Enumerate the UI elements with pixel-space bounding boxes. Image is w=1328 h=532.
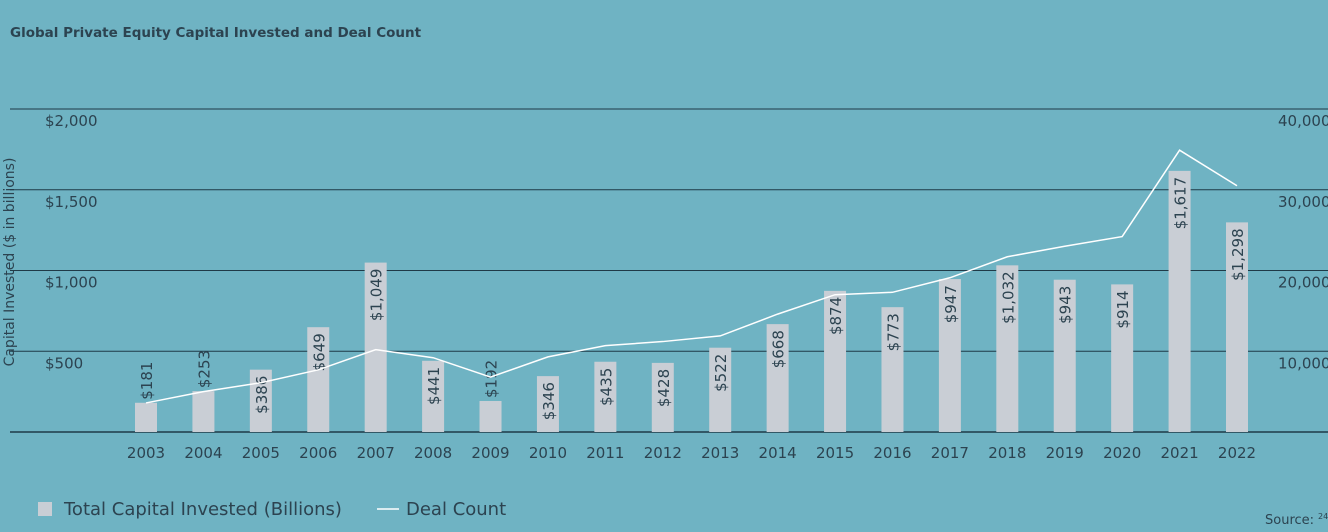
value-label: $649: [310, 333, 328, 371]
source: Source: 24: [1265, 512, 1328, 528]
x-tick-label: 2012: [644, 444, 682, 462]
x-tick-label: 2021: [1160, 444, 1198, 462]
bar: [594, 361, 617, 432]
x-tick-label: 2014: [759, 444, 797, 462]
value-label: $1,032: [999, 271, 1017, 324]
x-tick-label: 2006: [299, 444, 337, 462]
source-text: Source:: [1265, 513, 1314, 528]
value-label: $428: [655, 369, 673, 407]
bar: [938, 279, 961, 432]
legend-label: Total Capital Invested (Billions): [63, 499, 342, 520]
value-label: $522: [712, 354, 730, 392]
bar: [307, 327, 330, 432]
y-axis-label: Capital Invested ($ in billions): [2, 158, 18, 367]
value-label: $1,617: [1172, 177, 1190, 230]
value-label: $386: [253, 376, 271, 414]
value-label: $773: [884, 313, 902, 351]
value-label: $947: [942, 285, 960, 323]
x-tick-label: 2019: [1046, 444, 1084, 462]
y2-tick-label: 20,000: [1278, 274, 1328, 292]
x-tick-label: 2015: [816, 444, 854, 462]
x-tick-label: 2020: [1103, 444, 1141, 462]
bar: [135, 402, 157, 432]
bar: [192, 391, 215, 432]
x-tick-label: 2007: [357, 444, 395, 462]
bar: [709, 347, 732, 432]
y-tick-label: $500: [45, 354, 83, 372]
bar: [996, 265, 1019, 432]
x-tick-label: 2016: [873, 444, 911, 462]
x-tick-label: 2005: [242, 444, 280, 462]
bar: [881, 307, 904, 432]
x-tick-label: 2011: [586, 444, 624, 462]
legend-swatch: [38, 502, 52, 516]
bar: [1053, 279, 1076, 432]
y-tick-label: $2,000: [45, 112, 98, 130]
bar: [422, 360, 445, 432]
x-tick-label: 2018: [988, 444, 1026, 462]
bar: [479, 400, 502, 432]
bar: [364, 262, 387, 432]
y2-tick-label: 30,000: [1278, 193, 1328, 211]
bar: [824, 290, 847, 432]
bar: [249, 369, 272, 432]
x-tick-label: 2003: [127, 444, 165, 462]
y2-tick-label: 40,000: [1278, 112, 1328, 130]
value-label: $192: [483, 360, 501, 398]
value-label: $668: [770, 330, 788, 368]
value-label: $914: [1114, 290, 1132, 328]
chart-title: Global Private Equity Capital Invested a…: [10, 25, 422, 41]
bar: [1168, 170, 1191, 433]
x-tick-label: 2008: [414, 444, 452, 462]
bar: [766, 324, 789, 432]
value-label: $441: [425, 367, 443, 405]
bar: [651, 362, 674, 432]
value-label: $346: [540, 382, 558, 420]
y-tick-label: $1,000: [45, 274, 98, 292]
x-tick-label: 2013: [701, 444, 739, 462]
value-label: $435: [597, 368, 615, 406]
value-label: $253: [195, 350, 213, 388]
x-tick-label: 2009: [471, 444, 509, 462]
y-tick-label: $1,500: [45, 193, 98, 211]
y2-tick-label: 10,000: [1278, 354, 1328, 372]
x-tick-label: 2022: [1218, 444, 1256, 462]
x-tick-label: 2010: [529, 444, 567, 462]
legend-label: Deal Count: [406, 499, 506, 520]
bar: [536, 376, 559, 432]
value-label: $181: [138, 362, 156, 400]
bar: [1226, 222, 1248, 432]
deal-count-line: [145, 149, 1238, 404]
value-label: $1,298: [1229, 228, 1247, 280]
x-tick-label: 2017: [931, 444, 969, 462]
source-note: 24: [1318, 512, 1328, 521]
value-label: $943: [1057, 286, 1075, 324]
value-label: $874: [827, 297, 845, 335]
x-tick-label: 2004: [184, 444, 222, 462]
bar: [1111, 284, 1134, 432]
value-label: $1,049: [368, 269, 386, 322]
